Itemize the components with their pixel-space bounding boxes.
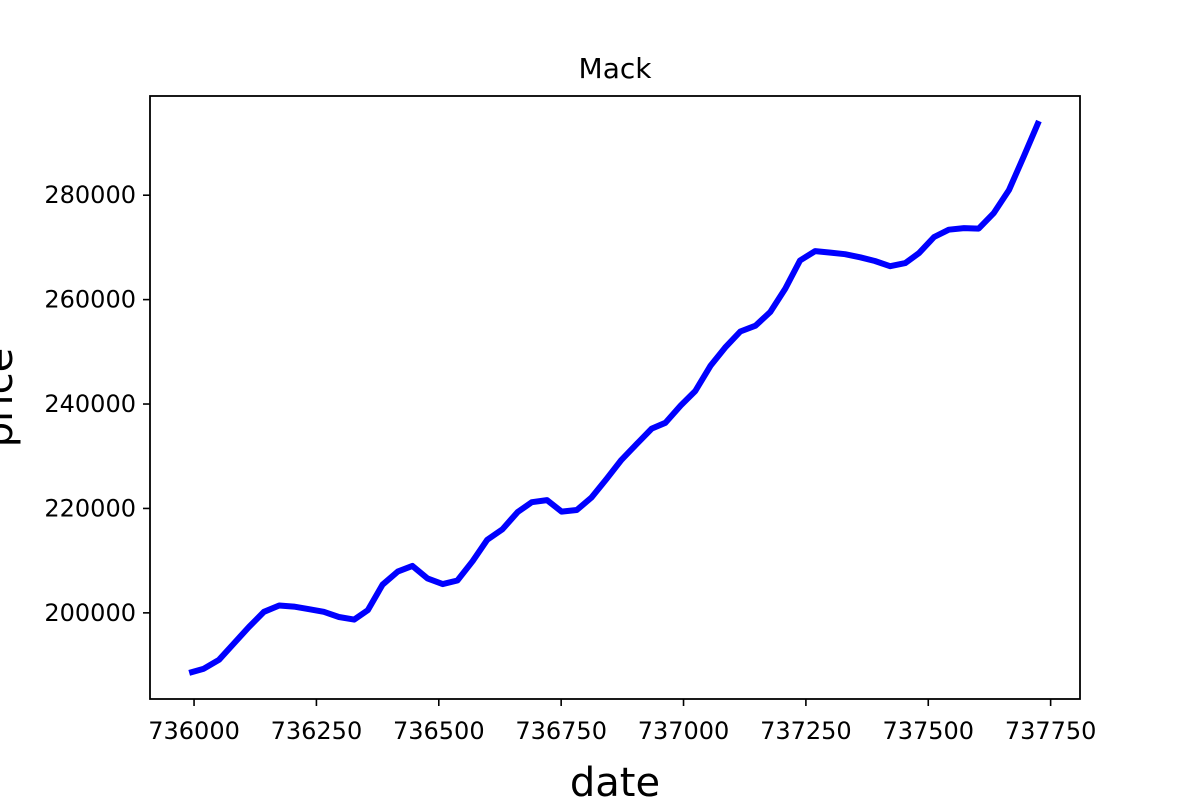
x-tick-label: 736000 (148, 717, 240, 745)
y-tick-label: 200000 (44, 599, 136, 627)
x-tick-label: 736250 (271, 717, 363, 745)
x-axis-label: date (570, 760, 660, 800)
x-axis-ticks: 736000 736250 736500 736750 737000 737250 7375… (148, 699, 1096, 745)
y-tick-label: 240000 (44, 390, 136, 418)
y-axis-label: price (0, 348, 22, 448)
x-tick-label: 736750 (515, 717, 607, 745)
y-tick-label: 260000 (44, 286, 136, 314)
chart-title: Mack (579, 52, 653, 85)
y-tick-label: 280000 (44, 181, 136, 209)
x-tick-label: 737500 (882, 717, 974, 745)
x-tick-label: 737750 (1005, 717, 1097, 745)
x-tick-label: 737000 (638, 717, 730, 745)
x-tick-label: 736500 (393, 717, 485, 745)
plot-area-frame (149, 95, 1081, 700)
series-line (188, 119, 1042, 676)
x-tick-label: 737250 (760, 717, 852, 745)
y-axis-ticks: 200000 220000 240000 260000 280000 (44, 181, 150, 627)
y-tick-label: 220000 (44, 494, 136, 522)
